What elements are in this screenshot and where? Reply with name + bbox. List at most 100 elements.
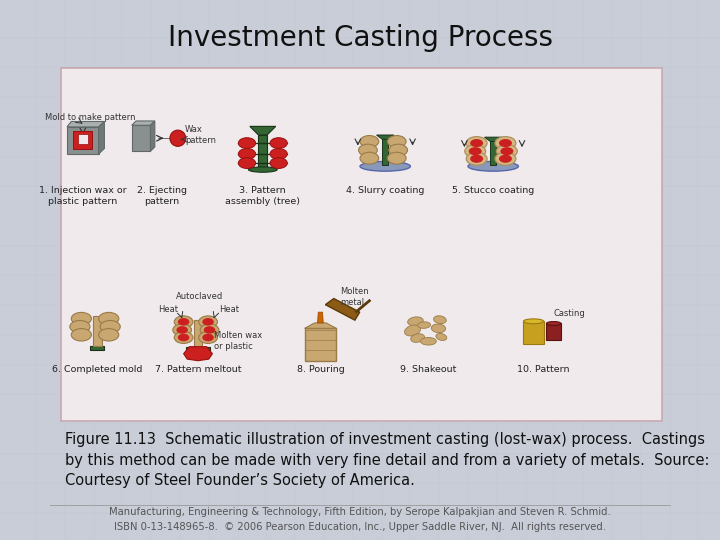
FancyBboxPatch shape — [523, 321, 544, 344]
Bar — [186, 347, 210, 351]
Text: 3. Pattern
assembly (tree): 3. Pattern assembly (tree) — [225, 186, 300, 206]
Ellipse shape — [433, 316, 446, 323]
Text: 1. Injection wax or
plastic pattern: 1. Injection wax or plastic pattern — [39, 186, 127, 206]
Ellipse shape — [387, 136, 406, 147]
Ellipse shape — [387, 152, 406, 164]
Ellipse shape — [500, 147, 513, 156]
Ellipse shape — [546, 321, 561, 325]
Ellipse shape — [100, 320, 120, 333]
Text: Manufacturing, Engineering & Technology, Fifth Edition, by Serope Kalpakjian and: Manufacturing, Engineering & Technology,… — [109, 507, 611, 517]
Ellipse shape — [468, 161, 518, 171]
Text: Casting: Casting — [554, 309, 585, 319]
FancyBboxPatch shape — [132, 125, 150, 151]
Ellipse shape — [465, 145, 486, 158]
Ellipse shape — [173, 324, 192, 336]
Text: 2. Ejecting
pattern: 2. Ejecting pattern — [137, 186, 187, 206]
Text: Courtesy of Steel Founder’s Society of America.: Courtesy of Steel Founder’s Society of A… — [65, 473, 415, 488]
Polygon shape — [318, 312, 323, 323]
Ellipse shape — [99, 312, 119, 325]
Ellipse shape — [99, 328, 119, 341]
Ellipse shape — [420, 338, 436, 345]
Ellipse shape — [174, 316, 193, 328]
Ellipse shape — [431, 324, 446, 333]
Ellipse shape — [170, 130, 186, 146]
Ellipse shape — [499, 155, 512, 163]
Text: Figure 11.13  Schematic illustration of investment casting (lost-wax) process.  : Figure 11.13 Schematic illustration of i… — [65, 432, 705, 447]
Polygon shape — [150, 121, 155, 151]
Text: Heat: Heat — [220, 305, 240, 314]
Ellipse shape — [360, 152, 379, 164]
Text: Autoclaved: Autoclaved — [176, 292, 223, 301]
Ellipse shape — [497, 145, 518, 158]
FancyBboxPatch shape — [305, 328, 336, 361]
Ellipse shape — [178, 318, 189, 326]
Text: 8. Pouring: 8. Pouring — [297, 364, 344, 374]
Ellipse shape — [405, 325, 420, 336]
Ellipse shape — [389, 144, 408, 156]
Text: 5. Stucco coating: 5. Stucco coating — [452, 186, 534, 195]
Ellipse shape — [359, 144, 377, 156]
Ellipse shape — [495, 152, 516, 165]
Polygon shape — [325, 299, 360, 320]
Ellipse shape — [174, 332, 193, 343]
Ellipse shape — [238, 138, 256, 148]
Ellipse shape — [71, 328, 91, 341]
Polygon shape — [305, 323, 336, 328]
Ellipse shape — [178, 334, 189, 341]
Text: 10. Pattern: 10. Pattern — [518, 364, 570, 374]
Text: 6. Completed mold: 6. Completed mold — [52, 364, 143, 374]
Ellipse shape — [248, 167, 277, 172]
FancyBboxPatch shape — [73, 131, 92, 148]
Bar — [490, 139, 496, 165]
Ellipse shape — [408, 317, 423, 326]
Ellipse shape — [202, 318, 214, 326]
Ellipse shape — [467, 152, 487, 165]
Ellipse shape — [360, 136, 379, 147]
Polygon shape — [132, 121, 155, 125]
Polygon shape — [184, 347, 212, 361]
Ellipse shape — [436, 333, 447, 341]
Ellipse shape — [238, 148, 256, 159]
Bar — [258, 135, 267, 167]
Polygon shape — [99, 122, 104, 154]
Text: 7. Pattern meltout: 7. Pattern meltout — [155, 364, 241, 374]
Ellipse shape — [495, 137, 516, 150]
Text: by this method can be made with very fine detail and from a variety of metals.  : by this method can be made with very fin… — [65, 453, 709, 468]
Ellipse shape — [470, 139, 483, 147]
Polygon shape — [67, 122, 104, 127]
Bar — [194, 320, 202, 347]
Polygon shape — [250, 126, 276, 135]
FancyBboxPatch shape — [546, 323, 561, 340]
Ellipse shape — [71, 312, 91, 325]
Bar — [382, 138, 388, 165]
Ellipse shape — [199, 316, 217, 328]
FancyBboxPatch shape — [67, 127, 99, 154]
Text: Mold to make pattern: Mold to make pattern — [45, 113, 135, 122]
Ellipse shape — [70, 320, 90, 333]
Ellipse shape — [523, 319, 544, 324]
Ellipse shape — [360, 161, 410, 171]
Polygon shape — [377, 135, 394, 139]
Ellipse shape — [199, 332, 217, 343]
Ellipse shape — [204, 326, 215, 334]
Text: Heat: Heat — [158, 305, 178, 314]
Ellipse shape — [200, 324, 219, 336]
FancyBboxPatch shape — [78, 134, 88, 144]
Text: 9. Shakeout: 9. Shakeout — [400, 364, 456, 374]
Bar — [90, 346, 104, 350]
Bar — [93, 316, 102, 346]
Text: 4. Slurry coating: 4. Slurry coating — [346, 186, 424, 195]
Ellipse shape — [410, 334, 425, 342]
Ellipse shape — [270, 138, 287, 148]
Ellipse shape — [467, 137, 487, 150]
Ellipse shape — [270, 148, 287, 159]
Text: ISBN 0-13-148965-8.  © 2006 Pearson Education, Inc., Upper Saddle River, NJ.  Al: ISBN 0-13-148965-8. © 2006 Pearson Educa… — [114, 522, 606, 532]
Ellipse shape — [470, 155, 483, 163]
Ellipse shape — [202, 334, 214, 341]
Ellipse shape — [270, 158, 287, 168]
Polygon shape — [485, 137, 502, 141]
Text: Wax
pattern: Wax pattern — [185, 125, 216, 145]
Ellipse shape — [499, 139, 512, 147]
Text: Molten wax
or plastic: Molten wax or plastic — [214, 332, 262, 351]
FancyBboxPatch shape — [61, 68, 662, 421]
